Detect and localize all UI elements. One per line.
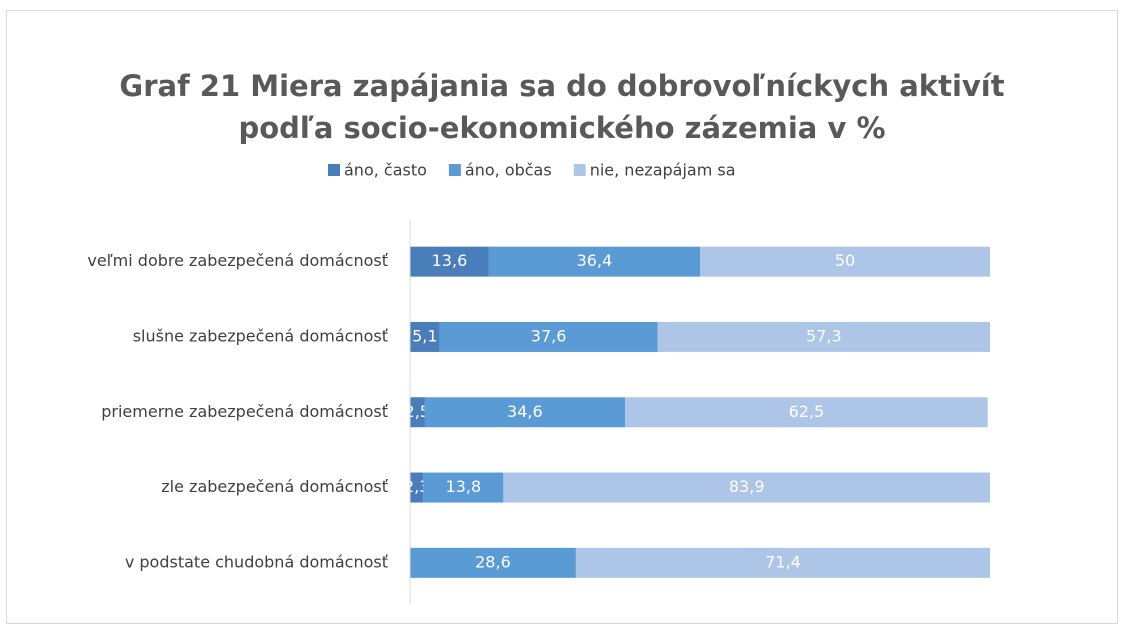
value-label: 83,9: [729, 477, 765, 496]
bar-segment: [657, 321, 990, 352]
bar-segment: [410, 321, 440, 352]
bar-segment: [410, 397, 425, 428]
bar-segment: [575, 547, 990, 578]
bar-segment: [410, 472, 424, 503]
value-label: 37,6: [531, 326, 567, 345]
chart-frame: [6, 10, 1118, 624]
category-label: zle zabezpečená domácnosť: [161, 477, 388, 496]
bar-segment: [410, 246, 489, 277]
value-label: 13,6: [432, 251, 468, 270]
chart-title: Graf 21 Miera zapájania sa do dobrovoľní…: [119, 69, 1004, 103]
value-label: 5,1: [412, 326, 437, 345]
category-label: v podstate chudobná domácnosť: [125, 552, 388, 571]
legend-label: nie, nezapájam sa: [590, 161, 736, 180]
bar-segment: [488, 246, 700, 277]
value-label: 36,4: [577, 251, 613, 270]
category-label: priemerne zabezpečená domácnosť: [101, 402, 388, 421]
category-label: veľmi dobre zabezpečená domácnosť: [87, 251, 388, 270]
value-label: 62,5: [789, 402, 825, 421]
chart-title: podľa socio-ekonomického zázemia v %: [238, 111, 885, 145]
bar-segment: [410, 547, 576, 578]
legend-swatch: [448, 164, 461, 176]
legend-swatch: [573, 164, 586, 176]
legend-swatch: [328, 164, 340, 176]
value-label: 34,6: [507, 402, 543, 421]
value-label: 13,8: [446, 477, 482, 496]
bar-segment: [503, 472, 990, 503]
category-label: slušne zabezpečená domácnosť: [133, 326, 388, 345]
bar-segment: [424, 397, 626, 428]
value-label: 71,4: [765, 552, 801, 571]
legend-label: áno, často: [344, 161, 427, 180]
bar-segment: [625, 397, 988, 428]
bar-segment: [700, 246, 990, 277]
legend-label: áno, občas: [465, 161, 552, 180]
value-label: 2,5: [405, 402, 430, 421]
value-label: 28,6: [475, 552, 511, 571]
value-label: 57,3: [806, 326, 842, 345]
value-label: 50: [835, 251, 855, 270]
bar-segment: [423, 472, 504, 503]
bar-segment: [439, 321, 658, 352]
